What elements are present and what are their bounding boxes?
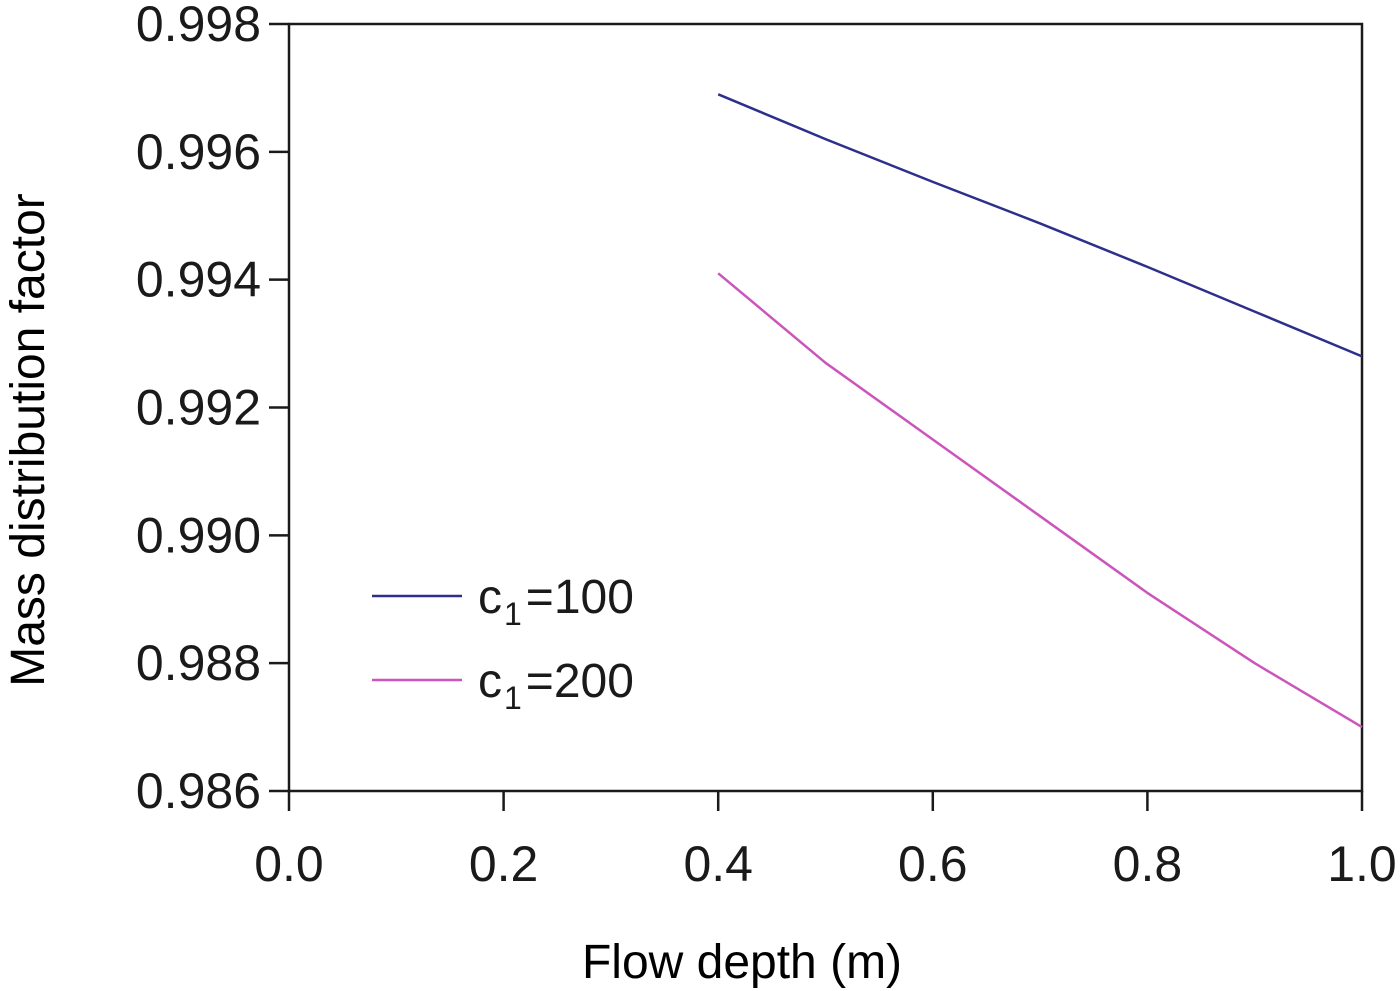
y-tick-label: 0.996 [136,124,261,180]
series-line-2 [717,272,1363,729]
x-axis-ticks: 0.0 0.2 0.4 0.6 0.8 1.0 [254,791,1397,892]
y-tick-label: 0.990 [136,507,261,563]
y-tick-label: 0.992 [136,380,261,436]
x-tick-label: 1.0 [1327,836,1397,892]
y-tick-label: 0.988 [136,635,261,691]
legend-label-1: c1=100 [478,571,634,632]
legend-label-2: c1=200 [478,655,634,716]
y-axis-title: Mass distribution factor [2,193,55,687]
x-tick-label: 0.4 [683,836,753,892]
x-tick-label: 0.6 [898,836,968,892]
y-tick-label: 0.986 [136,763,261,819]
legend: c1=100 c1=200 [372,571,634,716]
x-tick-label: 0.2 [469,836,539,892]
series-line-1 [717,93,1363,358]
x-axis-title: Flow depth (m) [582,936,902,989]
y-axis-ticks: 0.986 0.988 0.990 0.992 0.994 0.996 0.998 [136,0,289,819]
series-lines [717,93,1363,729]
y-tick-label: 0.994 [136,252,261,308]
y-tick-label: 0.998 [136,0,261,52]
x-tick-label: 0.8 [1113,836,1183,892]
x-tick-label: 0.0 [254,836,324,892]
